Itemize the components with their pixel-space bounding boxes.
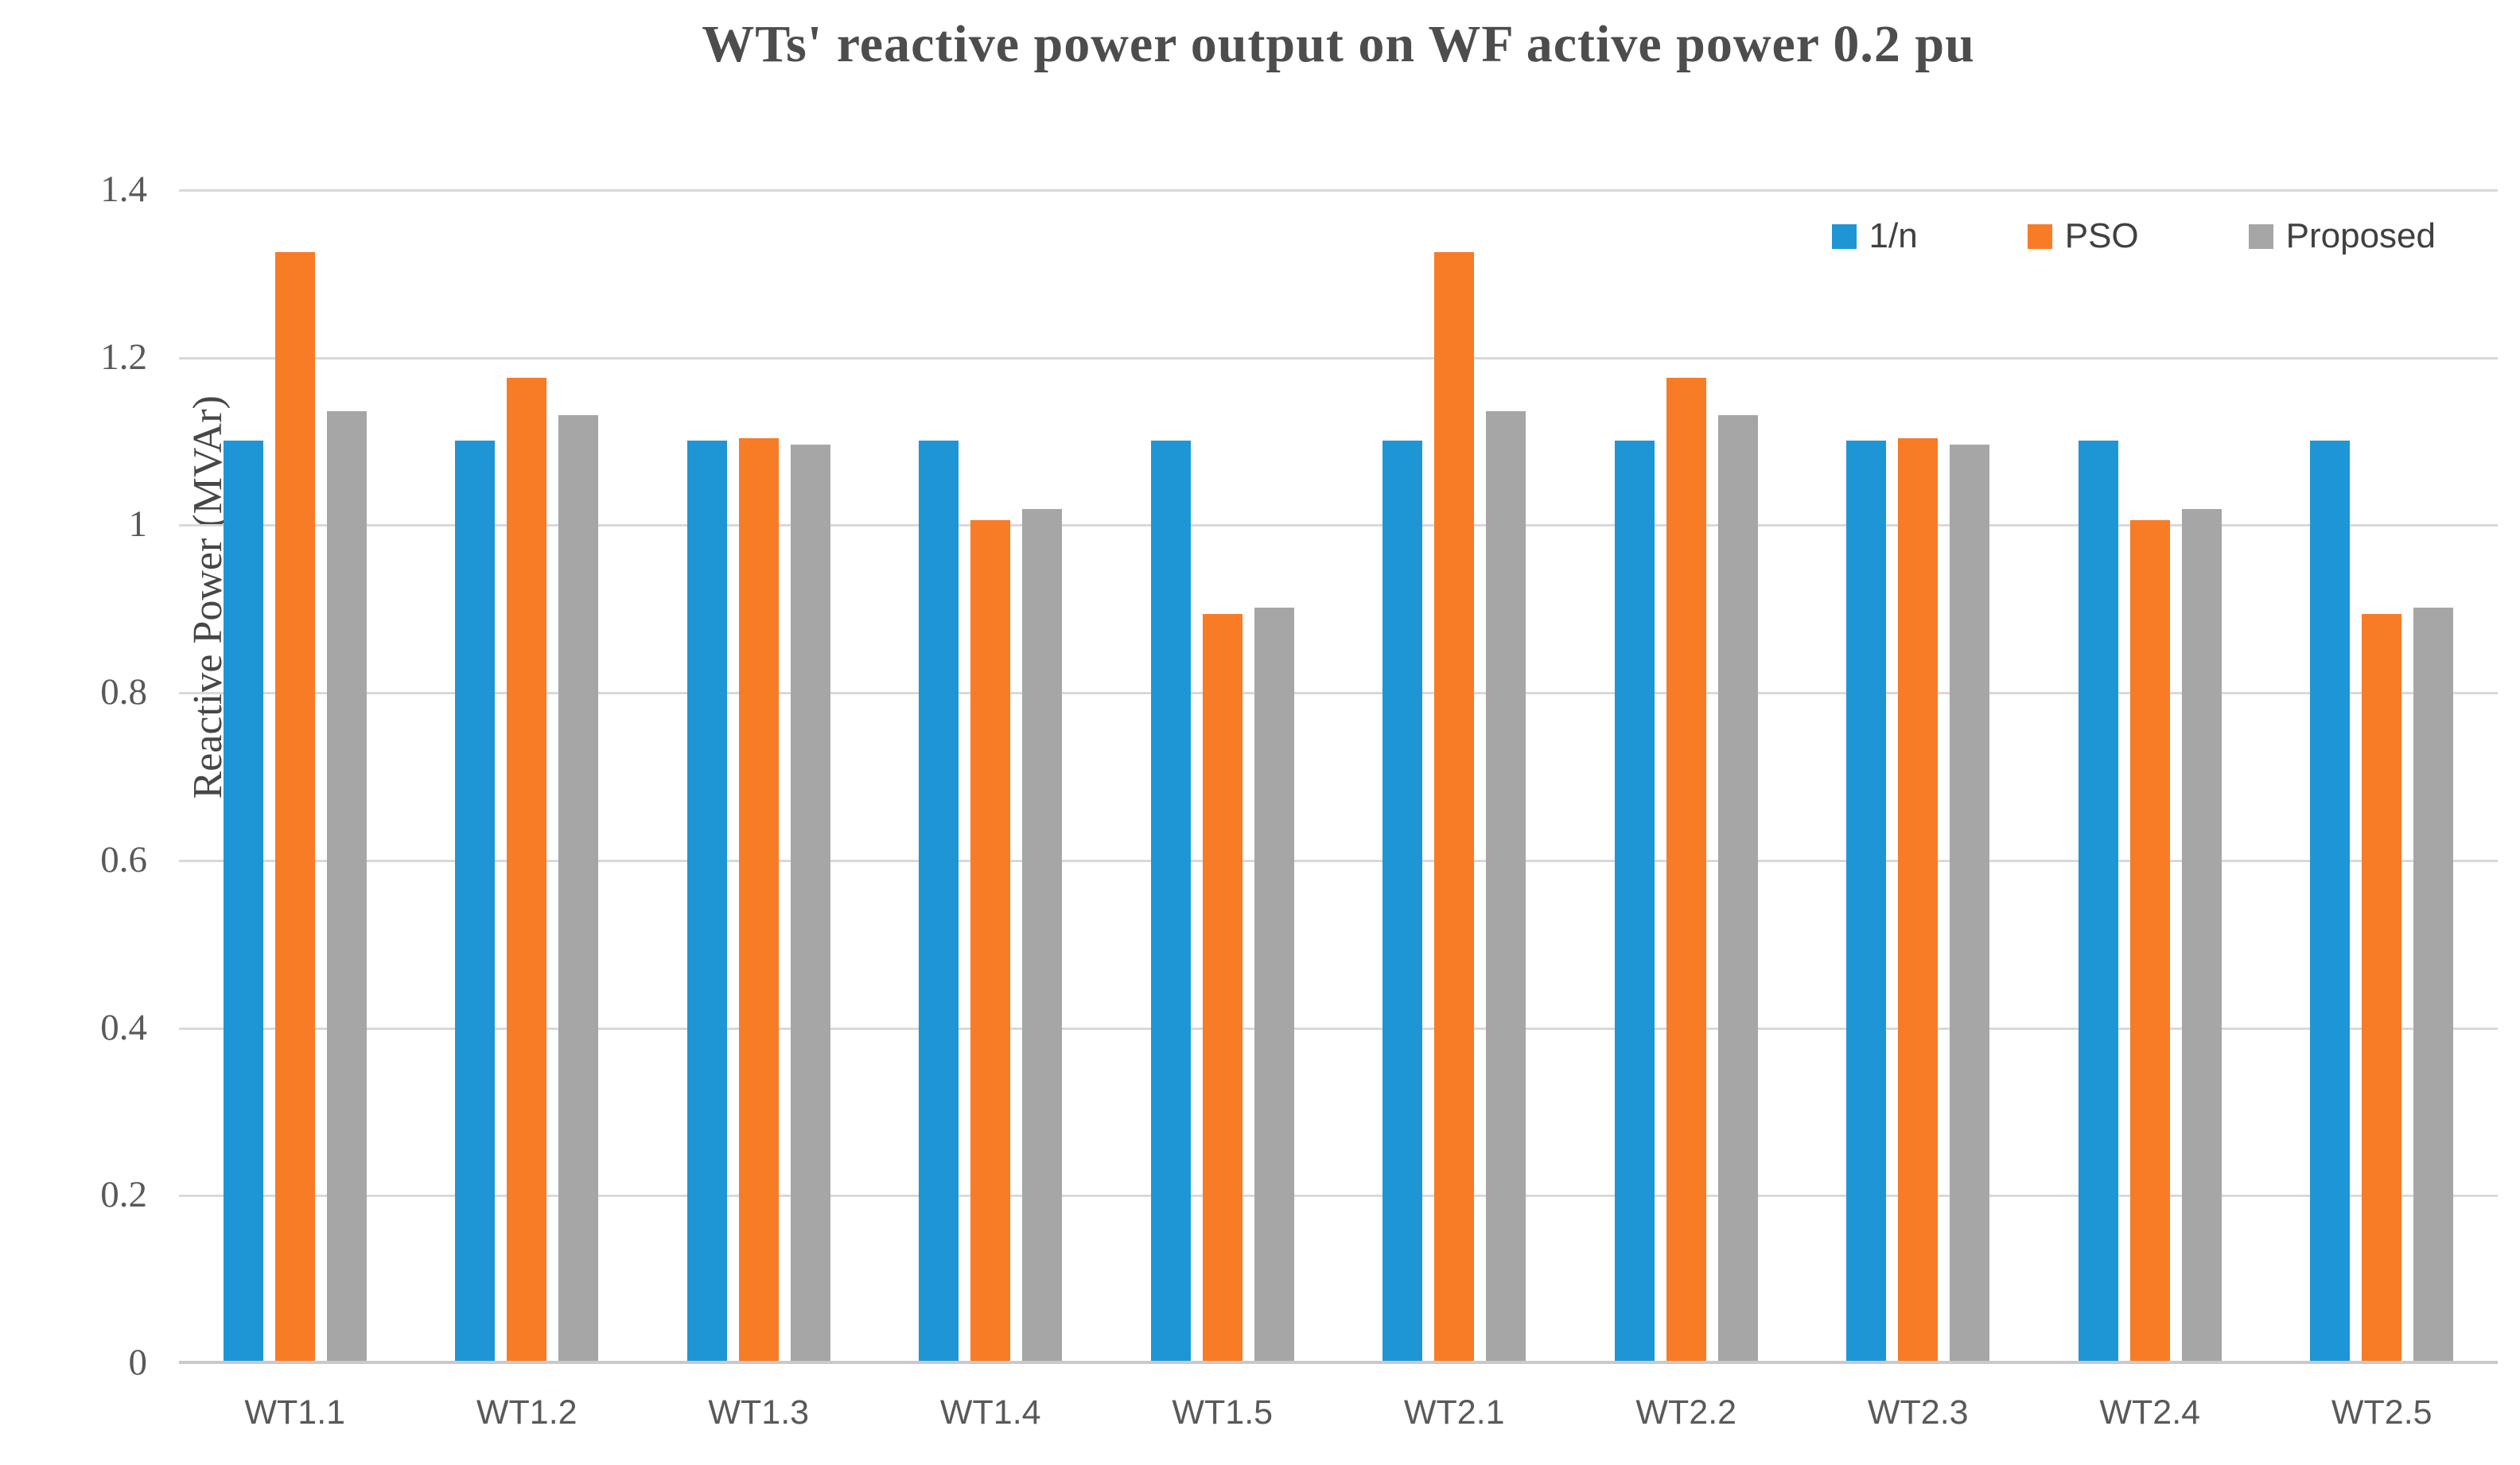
y-tick-label: 1.2 [100, 336, 147, 378]
y-tick-label: 0.8 [100, 671, 147, 713]
y-tick-label: 0.2 [100, 1174, 147, 1216]
y-tick-label: 0 [128, 1342, 148, 1383]
legend-item-1/n: 1/n [1831, 216, 1918, 256]
gridline-1 [179, 524, 2498, 527]
bar-1/n-WT2.5 [2310, 441, 2351, 1362]
bar-PSO-WT2.3 [1898, 437, 1939, 1362]
bar-1/n-WT1.4 [919, 441, 959, 1362]
bar-group-WT2.4 [2034, 189, 2266, 1362]
bar-PSO-WT1.5 [1202, 614, 1242, 1362]
bar-Proposed-WT1.3 [790, 445, 830, 1362]
legend: 1/n PSO Proposed [1831, 216, 2436, 256]
bar-1/n-WT2.3 [1846, 441, 1887, 1362]
bar-group-WT2.1 [1339, 189, 1571, 1362]
bar-1/n-WT1.3 [686, 441, 727, 1362]
x-category-label-WT1.4: WT1.4 [939, 1393, 1041, 1432]
bar-PSO-WT1.3 [738, 437, 779, 1362]
bar-1/n-WT1.5 [1150, 441, 1191, 1362]
chart-title: WTs' reactive power output on WF active … [702, 15, 1975, 73]
bar-PSO-WT2.4 [2129, 520, 2170, 1362]
x-category-label-WT2.4: WT2.4 [2099, 1393, 2201, 1432]
gridline-1.2 [179, 356, 2498, 359]
y-axis-tick-labels: 0 0.2 0.4 0.6 0.8 1 1.2 1.4 [0, 169, 148, 1383]
y-tick-label: 0.6 [100, 838, 147, 880]
x-category-label-WT2.5: WT2.5 [2331, 1393, 2432, 1432]
legend-swatch-icon [2027, 223, 2052, 249]
bar-group-WT2.5 [2266, 189, 2499, 1362]
bar-Proposed-WT2.4 [2181, 509, 2222, 1362]
bar-Proposed-WT2.1 [1486, 411, 1526, 1362]
bar-group-WT2.3 [1802, 189, 2035, 1362]
legend-label: 1/n [1869, 216, 1918, 255]
bar-PSO-WT2.2 [1666, 378, 1706, 1362]
legend-swatch-icon [2248, 223, 2273, 249]
bar-PSO-WT1.2 [507, 378, 547, 1362]
x-category-label-WT2.2: WT2.2 [1635, 1393, 1737, 1432]
x-axis-category-labels: WT1.1 WT1.2 WT1.3 WT1.4 WT1.5 WT2.1 WT2.2 WT2.3… [179, 1393, 2498, 1432]
bar-PSO-WT1.1 [274, 252, 315, 1362]
y-tick-label: 1 [128, 503, 148, 546]
bar-PSO-WT2.5 [2362, 614, 2402, 1362]
x-category-label-WT1.3: WT1.3 [708, 1393, 810, 1432]
legend-label: Proposed [2285, 216, 2436, 255]
bar-Proposed-WT1.1 [326, 411, 367, 1362]
x-category-label-WT1.2: WT1.2 [476, 1393, 578, 1432]
plot-area [179, 189, 2498, 1364]
bar-Proposed-WT1.2 [558, 415, 599, 1362]
legend-item-Proposed: Proposed [2248, 216, 2436, 256]
bar-1/n-WT2.1 [1382, 441, 1423, 1362]
bar-group-WT1.1 [179, 189, 411, 1362]
bar-1/n-WT1.2 [455, 441, 496, 1362]
bar-Proposed-WT2.2 [1717, 415, 1758, 1362]
gridline-0.8 [179, 692, 2498, 695]
bar-groups [179, 189, 2498, 1362]
gridline-1.4 [179, 189, 2498, 192]
legend-item-PSO: PSO [2027, 216, 2139, 256]
x-category-label-WT1.5: WT1.5 [1172, 1393, 1274, 1432]
gridline-0.2 [179, 1195, 2498, 1198]
bar-Proposed-WT2.5 [2413, 607, 2454, 1362]
bar-1/n-WT2.4 [2078, 441, 2118, 1362]
bar-1/n-WT2.2 [1614, 441, 1655, 1362]
legend-label: PSO [2064, 216, 2139, 255]
x-category-label-WT1.1: WT1.1 [244, 1393, 346, 1432]
gridline-0.6 [179, 859, 2498, 862]
bar-1/n-WT1.1 [223, 441, 263, 1362]
bar-Proposed-WT1.5 [1254, 607, 1294, 1362]
bar-group-WT1.3 [643, 189, 875, 1362]
x-category-label-WT2.3: WT2.3 [1867, 1393, 1969, 1432]
bar-Proposed-WT2.3 [1950, 445, 1990, 1362]
x-axis-line [179, 1361, 2498, 1364]
bar-group-WT1.2 [411, 189, 644, 1362]
gridline-0.4 [179, 1027, 2498, 1030]
bar-Proposed-WT1.4 [1022, 509, 1063, 1362]
y-tick-label: 0.4 [100, 1006, 147, 1048]
x-category-label-WT2.1: WT2.1 [1403, 1393, 1505, 1432]
bar-group-WT1.5 [1106, 189, 1339, 1362]
y-tick-label: 1.4 [100, 169, 147, 210]
bar-group-WT1.4 [875, 189, 1107, 1362]
legend-swatch-icon [1831, 223, 1857, 249]
bar-PSO-WT2.1 [1434, 252, 1475, 1362]
bar-PSO-WT1.4 [970, 520, 1011, 1362]
bar-group-WT2.2 [1570, 189, 1802, 1362]
